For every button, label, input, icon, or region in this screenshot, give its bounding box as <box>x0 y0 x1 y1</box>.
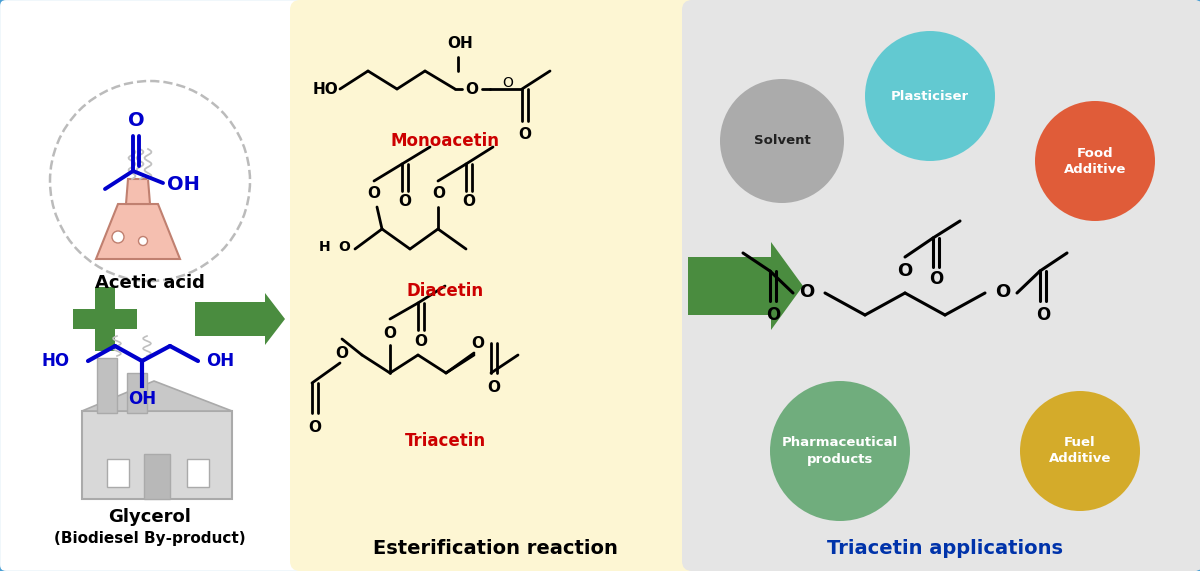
Circle shape <box>770 381 910 521</box>
FancyArrow shape <box>688 242 803 330</box>
Text: O: O <box>384 325 396 340</box>
Text: O: O <box>338 240 350 254</box>
Text: Esterification reaction: Esterification reaction <box>372 540 618 558</box>
Polygon shape <box>73 309 137 329</box>
Text: O: O <box>799 283 815 301</box>
Text: O: O <box>487 380 500 395</box>
Circle shape <box>1020 391 1140 511</box>
Polygon shape <box>95 287 115 351</box>
FancyBboxPatch shape <box>144 454 170 499</box>
Text: Pharmaceutical
products: Pharmaceutical products <box>782 436 898 465</box>
Text: O: O <box>1036 306 1050 324</box>
Circle shape <box>138 236 148 246</box>
Text: O: O <box>398 195 412 210</box>
Text: OH: OH <box>128 390 156 408</box>
FancyBboxPatch shape <box>187 459 209 487</box>
Text: O: O <box>308 420 322 435</box>
Circle shape <box>720 79 844 203</box>
FancyArrow shape <box>196 293 286 345</box>
Text: O: O <box>503 76 514 90</box>
Circle shape <box>1034 101 1154 221</box>
FancyBboxPatch shape <box>107 459 128 487</box>
Text: Acetic acid: Acetic acid <box>95 274 205 292</box>
Text: O: O <box>414 333 427 348</box>
Text: O: O <box>929 270 943 288</box>
FancyBboxPatch shape <box>682 0 1200 571</box>
Text: (Biodiesel By-product): (Biodiesel By-product) <box>54 532 246 546</box>
Text: O: O <box>367 187 380 202</box>
Text: Fuel
Additive: Fuel Additive <box>1049 436 1111 465</box>
Text: O: O <box>766 306 780 324</box>
Text: Monoacetin: Monoacetin <box>390 132 499 150</box>
Text: O: O <box>336 345 348 360</box>
Text: O: O <box>462 195 475 210</box>
Text: Triacetin applications: Triacetin applications <box>827 540 1063 558</box>
Circle shape <box>112 231 124 243</box>
Text: O: O <box>472 336 485 351</box>
Polygon shape <box>82 381 232 411</box>
Text: O: O <box>995 283 1010 301</box>
Text: Solvent: Solvent <box>754 135 810 147</box>
Text: Diacetin: Diacetin <box>407 282 484 300</box>
Text: OH: OH <box>167 175 199 195</box>
FancyBboxPatch shape <box>148 459 169 487</box>
Text: O: O <box>518 127 532 143</box>
FancyBboxPatch shape <box>10 10 300 561</box>
Text: O: O <box>898 262 913 280</box>
Polygon shape <box>126 179 150 204</box>
Circle shape <box>865 31 995 161</box>
Text: O: O <box>466 82 479 96</box>
FancyBboxPatch shape <box>97 358 118 413</box>
Text: H: H <box>319 240 331 254</box>
Polygon shape <box>96 204 180 259</box>
Text: OH: OH <box>448 37 473 51</box>
Text: HO: HO <box>42 352 70 370</box>
Text: Plasticiser: Plasticiser <box>890 90 970 103</box>
Text: Food
Additive: Food Additive <box>1064 147 1126 175</box>
FancyBboxPatch shape <box>82 411 232 499</box>
Text: OH: OH <box>206 352 234 370</box>
Text: HO: HO <box>312 82 338 96</box>
Text: O: O <box>432 187 445 202</box>
Text: O: O <box>127 111 144 131</box>
FancyBboxPatch shape <box>127 373 148 413</box>
FancyBboxPatch shape <box>290 0 700 571</box>
Text: Glycerol: Glycerol <box>108 508 192 526</box>
Text: Triacetin: Triacetin <box>404 432 486 450</box>
